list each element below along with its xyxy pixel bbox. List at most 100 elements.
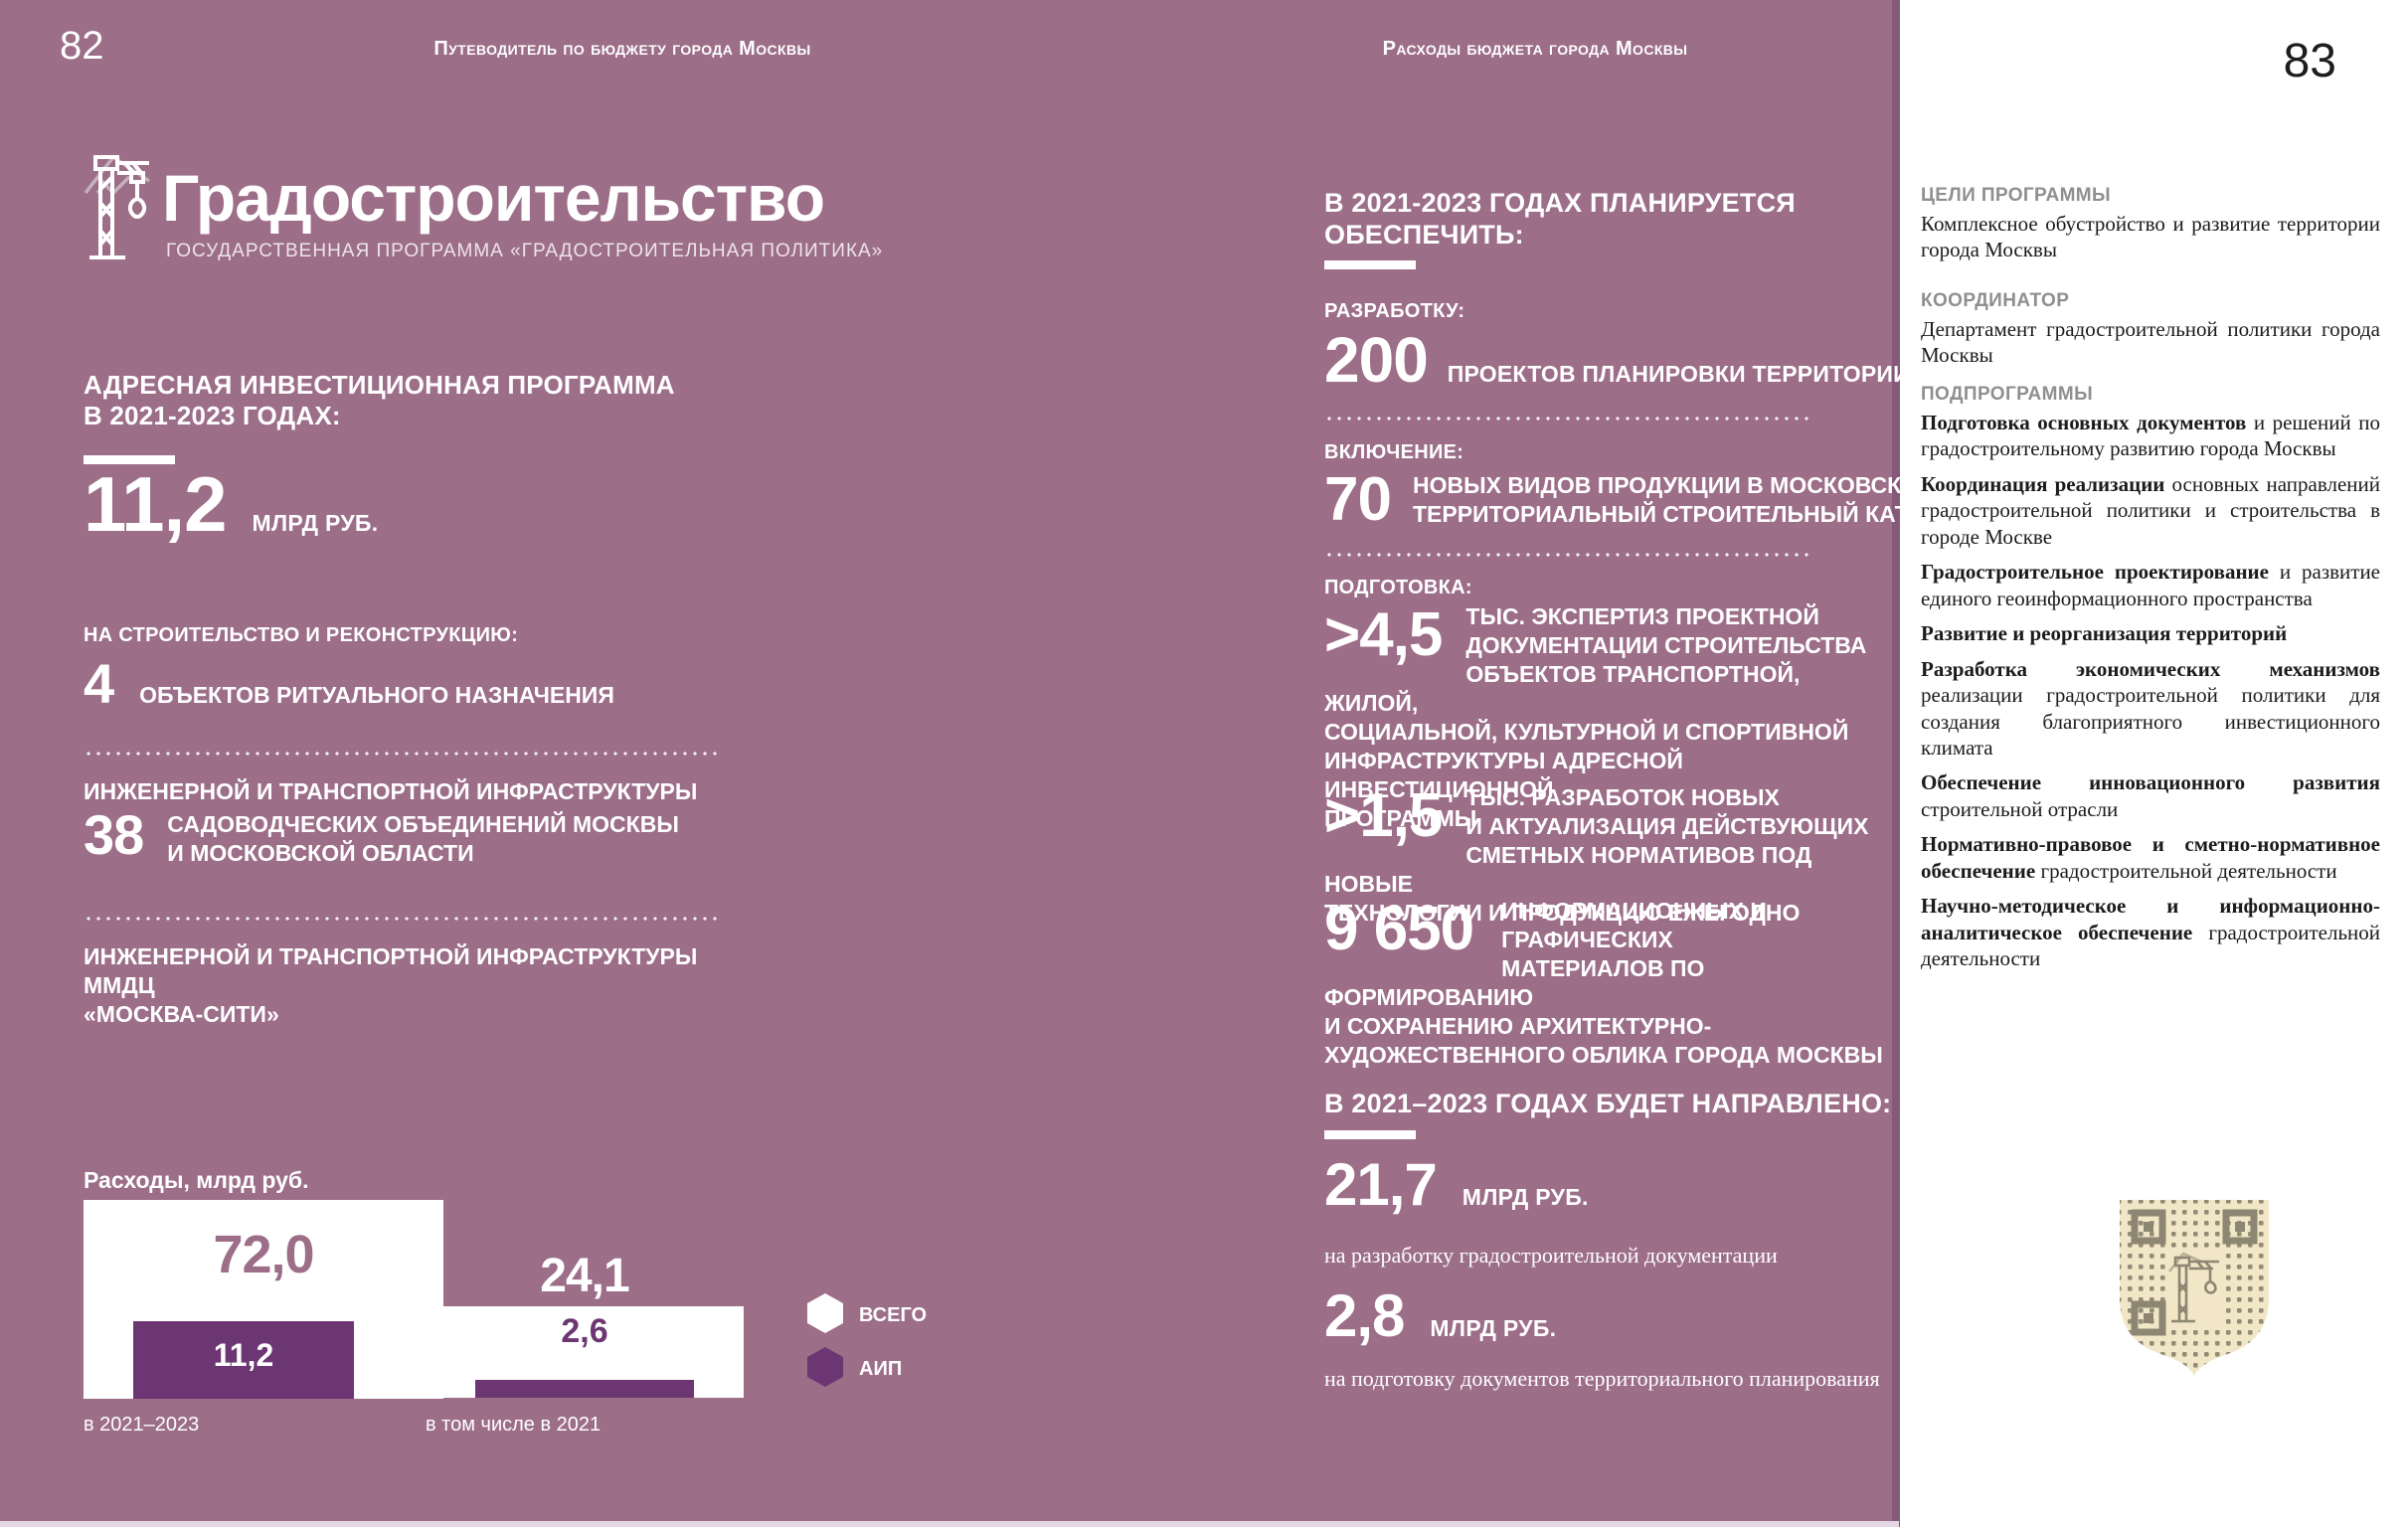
allocation-unit: МЛРД РУБ. [1462, 1184, 1589, 1210]
subprogram-item: Разработка экономических механизмов реал… [1921, 656, 2380, 762]
stat-value: 70 [1324, 465, 1392, 534]
stat-value: >1,5 [1324, 781, 1443, 850]
allocation-planning-docs: 2,8 МЛРД РУБ. [1324, 1286, 1556, 1346]
allocation-documentation: 21,7 МЛРД РУБ. [1324, 1155, 1589, 1215]
subprogram-item: Нормативно-правовое и сметно-нормативное… [1921, 831, 2380, 884]
running-header-right: Расходы бюджета города Москвы [1382, 38, 1688, 60]
legend-label-total: ВСЕГО [859, 1304, 928, 1326]
subprogram-desc: и развитие единого геоинформационного пр… [1921, 560, 2380, 610]
stat-text: НОВЫХ ВИДОВ ПРОДУКЦИИ В МОСКОВСКИЙ ТЕРРИ… [1412, 472, 1972, 527]
stat-text: ТЫС. ЭКСПЕРТИЗ ПРОЕКТНОЙ ДОКУМЕНТАЦИИ СТ… [1324, 603, 1867, 831]
stat-garden-associations: 38 САДОВОДЧЕСКИХ ОБЪЕДИНЕНИЙ МОСКВЫ И МО… [84, 807, 679, 868]
dotted-divider [1324, 553, 1811, 557]
stat-value: >4,5 [1324, 600, 1443, 669]
goals-label: ЦЕЛИ ПРОГРАММЫ [1921, 185, 2112, 206]
subprogram-desc: реализации градостроительной политики дл… [1921, 683, 2380, 760]
stat-text: ПРОЕКТОВ ПЛАНИРОВКИ ТЕРРИТОРИИ [1447, 361, 1910, 387]
subprogram-name: Обеспечение инновационного развития [1921, 770, 2380, 795]
coordinator-label: КООРДИНАТОР [1921, 290, 2070, 311]
legend-label-aip: АИП [859, 1358, 903, 1380]
coordinator-text: Департамент градостроительной политики г… [1921, 317, 2380, 368]
stat-text: САДОВОДЧЕСКИХ ОБЪЕДИНЕНИЙ МОСКВЫ И МОСКО… [167, 811, 679, 866]
subprogram-name: Научно-методическое и информационно-анал… [1921, 894, 2380, 944]
stat-infrastructure-intro: ИНЖЕНЕРНОЙ И ТРАНСПОРТНОЙ ИНФРАСТРУКТУРЫ [84, 778, 698, 804]
allocation-unit: МЛРД РУБ. [1430, 1315, 1557, 1341]
allocation-value: 2,8 [1324, 1282, 1405, 1349]
dotted-divider [84, 752, 722, 756]
qr-code-shield [2114, 1196, 2275, 1377]
plans-label-preparation: ПОДГОТОВКА: [1324, 577, 1472, 598]
tower-crane-icon [84, 147, 153, 262]
subprogram-name: Нормативно-правовое и сметно-нормативное… [1921, 832, 2380, 883]
subprogram-name: Градостроительное проектирование [1921, 560, 2269, 585]
stat-materials: 9 650 ИНФОРМАЦИОННЫХ И ГРАФИЧЕСКИХ МАТЕР… [1324, 897, 1896, 1070]
page-number-left: 82 [60, 24, 104, 68]
stat-value: 200 [1324, 324, 1429, 396]
stat-moscow-city: ИНЖЕНЕРНОЙ И ТРАНСПОРТНОЙ ИНФРАСТРУКТУРЫ… [84, 943, 698, 1027]
bar-aip-2021 [475, 1380, 694, 1398]
subprogram-item: Научно-методическое и информационно-анал… [1921, 893, 2380, 971]
aip-amount: 11,2 МЛРД РУБ. [84, 465, 378, 543]
bar-total-2021-2023: 72,0 11,2 [84, 1200, 443, 1399]
page-number-right: 83 [2283, 35, 2336, 87]
goals-text: Комплексное обустройство и развитие терр… [1921, 212, 2380, 262]
subprogram-name: Разработка экономических механизмов [1921, 656, 2380, 681]
subprogram-item: Обеспечение инновационного развития стро… [1921, 769, 2380, 822]
subprogram-name: Развитие и реорганизация территорий [1921, 621, 2288, 646]
bar-total-value: 24,1 [540, 1250, 629, 1302]
subprogram-name: Координация реализации [1921, 471, 2165, 496]
bar-aip-2021-2023: 11,2 [133, 1321, 354, 1399]
page-bottom-edge [0, 1521, 1899, 1527]
aip-amount-unit: МЛРД РУБ. [252, 510, 379, 536]
section-tick [1324, 1130, 1416, 1139]
stat-value: 9 650 [1324, 895, 1474, 963]
dotted-divider [1324, 417, 1811, 421]
subprogram-item: Градостроительное проектирование и разви… [1921, 559, 2380, 611]
program-subtitle: ГОСУДАРСТВЕННАЯ ПРОГРАММА «ГРАДОСТРОИТЕЛ… [166, 241, 884, 261]
section-tick [84, 455, 175, 464]
aip-amount-value: 11,2 [84, 460, 228, 548]
stat-new-products: 70 НОВЫХ ВИДОВ ПРОДУКЦИИ В МОСКОВСКИЙ ТЕ… [1324, 469, 1971, 531]
stat-value: 38 [84, 803, 144, 866]
dotted-divider [84, 917, 722, 921]
bar-aip-value: 11,2 [213, 1337, 274, 1373]
allocation-purpose: на подготовку документов территориальног… [1324, 1366, 1880, 1391]
subprogram-item: Координация реализации основных направле… [1921, 471, 2380, 550]
stat-value: 4 [84, 652, 114, 715]
chart-category-label: в том числе в 2021 [426, 1414, 602, 1436]
subprogram-desc: основных направлений градостроительной п… [1921, 471, 2380, 549]
stat-territory-plans: 200 ПРОЕКТОВ ПЛАНИРОВКИ ТЕРРИТОРИИ [1324, 328, 1910, 392]
subprogram-item: Развитие и реорганизация территорий [1921, 620, 2380, 646]
subprograms-label: ПОДПРОГРАММЫ [1921, 384, 2094, 405]
bar-total-value: 72,0 [213, 1225, 314, 1284]
stat-text: ТЫС. РАЗРАБОТОК НОВЫХ И АКТУАЛИЗАЦИЯ ДЕЙ… [1324, 784, 1869, 926]
section-tick [1324, 260, 1416, 269]
program-title: Градостроительство [162, 161, 825, 235]
stat-norms: >1,5 ТЫС. РАЗРАБОТОК НОВЫХ И АКТУАЛИЗАЦИ… [1324, 783, 1896, 928]
subprogram-desc: строительной отрасли [1921, 796, 2119, 821]
subprogram-desc: и решений по градостроительному развитию… [1921, 411, 2380, 461]
stat-text: ОБЪЕКТОВ РИТУАЛЬНОГО НАЗНАЧЕНИЯ [139, 682, 614, 708]
allocation-value: 21,7 [1324, 1151, 1438, 1218]
chart-category-label: в 2021–2023 [84, 1414, 200, 1436]
bar-aip-value: 2,6 [561, 1312, 608, 1350]
plans-label-inclusion: ВКЛЮЧЕНИЕ: [1324, 441, 1464, 463]
stat-text: ИНФОРМАЦИОННЫХ И ГРАФИЧЕСКИХ МАТЕРИАЛОВ … [1324, 898, 1883, 1068]
subprogram-desc: градостроительной деятельности [2035, 858, 2337, 883]
construction-label: НА СТРОИТЕЛЬСТВО И РЕКОНСТРУКЦИЮ: [84, 624, 519, 646]
subprogram-name: Подготовка основных документов [1921, 411, 2247, 434]
subprogram-desc: градостроительной деятельности [1921, 920, 2380, 971]
chart-title: Расходы, млрд руб. [84, 1167, 309, 1193]
subprogram-item: Подготовка основных документов и решений… [1921, 410, 2380, 462]
aip-heading: АДРЕСНАЯ ИНВЕСТИЦИОННАЯ ПРОГРАММА В 2021… [84, 370, 675, 431]
page-edge-shadow [1892, 0, 1900, 1527]
stat-ritual-objects: 4 ОБЪЕКТОВ РИТУАЛЬНОГО НАЗНАЧЕНИЯ [84, 656, 614, 712]
running-header-left: Путеводитель по бюджету города Москвы [433, 38, 811, 60]
allocation-purpose: на разработку градостроительной документ… [1324, 1243, 1778, 1268]
bar-total-2021: 2,6 [426, 1306, 744, 1398]
stat-expertise: >4,5 ТЫС. ЭКСПЕРТИЗ ПРОЕКТНОЙ ДОКУМЕНТАЦ… [1324, 602, 1896, 833]
allocations-heading: В 2021–2023 ГОДАХ БУДЕТ НАПРАВЛЕНО: [1324, 1089, 1892, 1118]
plans-label-development: РАЗРАБОТКУ: [1324, 300, 1465, 322]
plans-heading: В 2021-2023 ГОДАХ ПЛАНИРУЕТСЯ ОБЕСПЕЧИТЬ… [1324, 188, 1796, 251]
